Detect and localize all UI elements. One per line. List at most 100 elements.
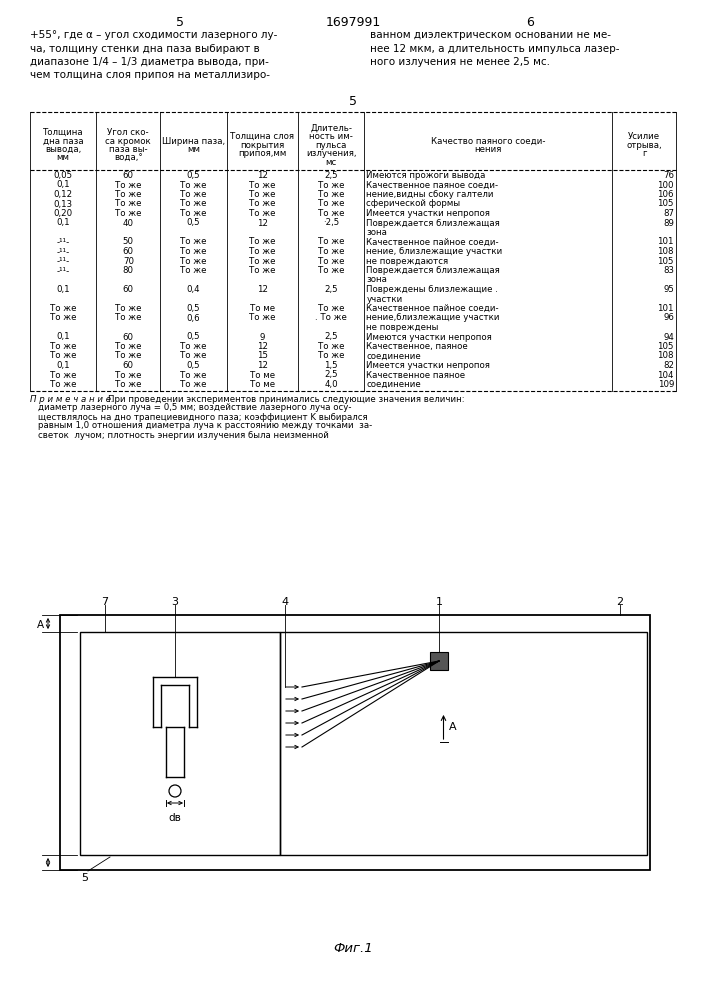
Text: 94: 94 [663,332,674,342]
Text: То же: То же [115,370,141,379]
Text: То же: То же [318,342,344,351]
Text: не повреждены: не повреждены [366,323,439,332]
Text: 12: 12 [257,342,268,351]
Text: 0,1: 0,1 [57,219,70,228]
Text: 0,5: 0,5 [187,171,200,180]
Text: То ме: То ме [250,370,275,379]
Text: То же: То же [115,314,141,322]
Text: нение,видны сбоку галтели: нение,видны сбоку галтели [366,190,494,199]
Text: 83: 83 [663,266,674,275]
Text: При проведении экспериментов принимались следующие значения величин:: При проведении экспериментов принимались… [108,394,464,403]
Text: 100: 100 [658,180,674,190]
Text: мм: мм [57,153,70,162]
Text: То же: То же [50,304,76,313]
Text: 60: 60 [123,332,134,342]
Text: пульса: пульса [315,141,347,150]
Text: са кромок: са кромок [105,136,151,145]
Text: Качественное пайное соеди-: Качественное пайное соеди- [366,304,499,313]
Text: 4,0: 4,0 [325,380,338,389]
Text: A: A [37,620,44,631]
Text: То же: То же [180,256,206,265]
Text: Фиг.1: Фиг.1 [333,942,373,955]
Text: -¹¹-: -¹¹- [57,266,70,275]
Bar [430,652,448,670]
Text: То же: То же [50,352,76,360]
Text: 105: 105 [658,256,674,265]
Text: То же: То же [318,266,344,275]
Text: 2,5: 2,5 [325,285,338,294]
Text: 2,5: 2,5 [325,171,338,180]
Text: 1697991: 1697991 [325,16,380,29]
Text: 6: 6 [526,16,534,29]
Text: Повреждается близлежащая: Повреждается близлежащая [366,219,501,228]
Text: зона: зона [366,275,387,284]
Text: 70: 70 [123,256,134,265]
Text: То же: То же [318,352,344,360]
Text: 0,13: 0,13 [54,200,73,209]
Text: сферической формы: сферической формы [366,200,461,209]
Text: То же: То же [249,190,276,199]
Text: То ме: То ме [250,380,275,389]
Text: 82: 82 [663,361,674,370]
Text: То же: То же [50,370,76,379]
Text: -¹¹-: -¹¹- [57,247,70,256]
Text: То же: То же [180,266,206,275]
Text: 108: 108 [658,247,674,256]
Text: Угол ско-: Угол ско- [107,128,149,137]
Text: диапазоне 1/4 – 1/3 диаметра вывода, при-: диапазоне 1/4 – 1/3 диаметра вывода, при… [30,57,269,67]
Text: 60: 60 [123,247,134,256]
Text: То же: То же [318,180,344,190]
Text: 80: 80 [123,266,134,275]
Text: нения: нения [474,145,502,154]
Text: 0,4: 0,4 [187,285,200,294]
Text: ванном диэлектрическом основании не ме-: ванном диэлектрическом основании не ме- [370,30,611,40]
Text: То же: То же [318,200,344,209]
Text: Усилие: Усилие [628,132,660,141]
Text: 12: 12 [257,219,268,228]
Text: 0,6: 0,6 [187,314,200,322]
Text: 106: 106 [658,190,674,199]
Text: То же: То же [180,190,206,199]
Text: 4: 4 [281,597,288,607]
Text: То же: То же [50,342,76,351]
Text: Качественное пайное соеди-: Качественное пайное соеди- [366,237,499,246]
Text: +55°, где α – угол сходимости лазерного лу-: +55°, где α – угол сходимости лазерного … [30,30,277,40]
Text: 2,5: 2,5 [325,332,338,342]
Text: 0,05: 0,05 [54,171,73,180]
Text: Качественное, паяное: Качественное, паяное [366,342,468,351]
Text: То же: То же [180,200,206,209]
Text: светок  лучом; плотность энергии излучения была неизменной: светок лучом; плотность энергии излучени… [38,430,329,440]
Text: То же: То же [249,314,276,322]
Text: вывода,: вывода, [45,145,81,154]
Text: 0,1: 0,1 [57,332,70,342]
Text: То же: То же [249,256,276,265]
Text: 9: 9 [259,332,265,342]
Text: То же: То же [50,380,76,389]
Text: паза вы-: паза вы- [109,145,148,154]
Text: 1,5: 1,5 [325,361,338,370]
Text: То же: То же [180,342,206,351]
Text: г: г [642,149,646,158]
Text: То же: То же [249,266,276,275]
Text: диаметр лазерного луча = 0,5 мм; воздействие лазерного луча осу-: диаметр лазерного луча = 0,5 мм; воздейс… [38,403,351,412]
Text: 0,5: 0,5 [187,304,200,313]
Text: 87: 87 [663,209,674,218]
Text: 5: 5 [81,873,88,883]
Text: Качество паяного соеди-: Качество паяного соеди- [431,136,546,145]
Text: dв: dв [168,813,182,823]
Text: То же: То же [318,237,344,246]
Text: 0,5: 0,5 [187,361,200,370]
Text: 101: 101 [658,304,674,313]
Text: То же: То же [318,209,344,218]
Text: 5: 5 [176,16,184,29]
Text: припоя,мм: припоя,мм [238,149,286,158]
Text: Толщина слоя: Толщина слоя [230,132,294,141]
Text: 15: 15 [257,352,268,360]
Text: 0,5: 0,5 [187,332,200,342]
Text: дна паза: дна паза [43,136,83,145]
Text: То же: То же [50,314,76,322]
Text: нение,близлежащие участки: нение,близлежащие участки [366,314,500,322]
Text: То же: То же [115,304,141,313]
Text: 60: 60 [123,285,134,294]
Text: 1: 1 [436,597,443,607]
